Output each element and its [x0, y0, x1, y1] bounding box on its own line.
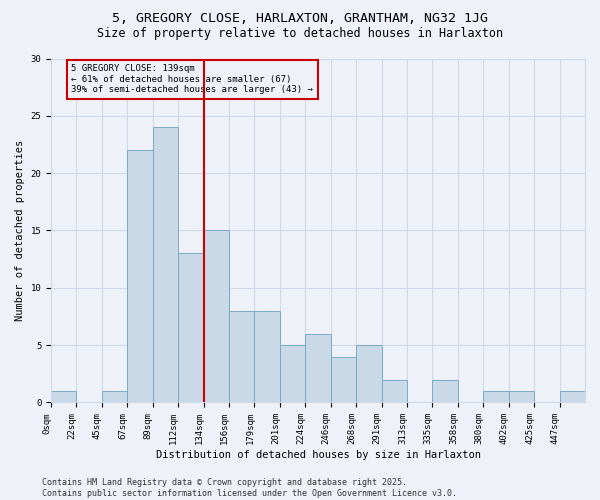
Bar — [305, 334, 331, 402]
Bar — [102, 391, 127, 402]
Y-axis label: Number of detached properties: Number of detached properties — [15, 140, 25, 321]
Bar — [560, 391, 585, 402]
Bar — [153, 128, 178, 402]
Bar — [203, 230, 229, 402]
Bar — [331, 356, 356, 403]
Bar — [229, 310, 254, 402]
Text: 5 GREGORY CLOSE: 139sqm
← 61% of detached houses are smaller (67)
39% of semi-de: 5 GREGORY CLOSE: 139sqm ← 61% of detache… — [71, 64, 313, 94]
Bar — [433, 380, 458, 402]
Text: 5, GREGORY CLOSE, HARLAXTON, GRANTHAM, NG32 1JG: 5, GREGORY CLOSE, HARLAXTON, GRANTHAM, N… — [112, 12, 488, 26]
Bar — [509, 391, 534, 402]
Bar — [483, 391, 509, 402]
Text: Size of property relative to detached houses in Harlaxton: Size of property relative to detached ho… — [97, 28, 503, 40]
Bar — [254, 310, 280, 402]
Bar — [51, 391, 76, 402]
Bar — [280, 345, 305, 403]
Bar — [178, 254, 203, 402]
Bar — [356, 345, 382, 403]
Bar — [382, 380, 407, 402]
X-axis label: Distribution of detached houses by size in Harlaxton: Distribution of detached houses by size … — [155, 450, 481, 460]
Bar — [127, 150, 153, 403]
Text: Contains HM Land Registry data © Crown copyright and database right 2025.
Contai: Contains HM Land Registry data © Crown c… — [42, 478, 457, 498]
